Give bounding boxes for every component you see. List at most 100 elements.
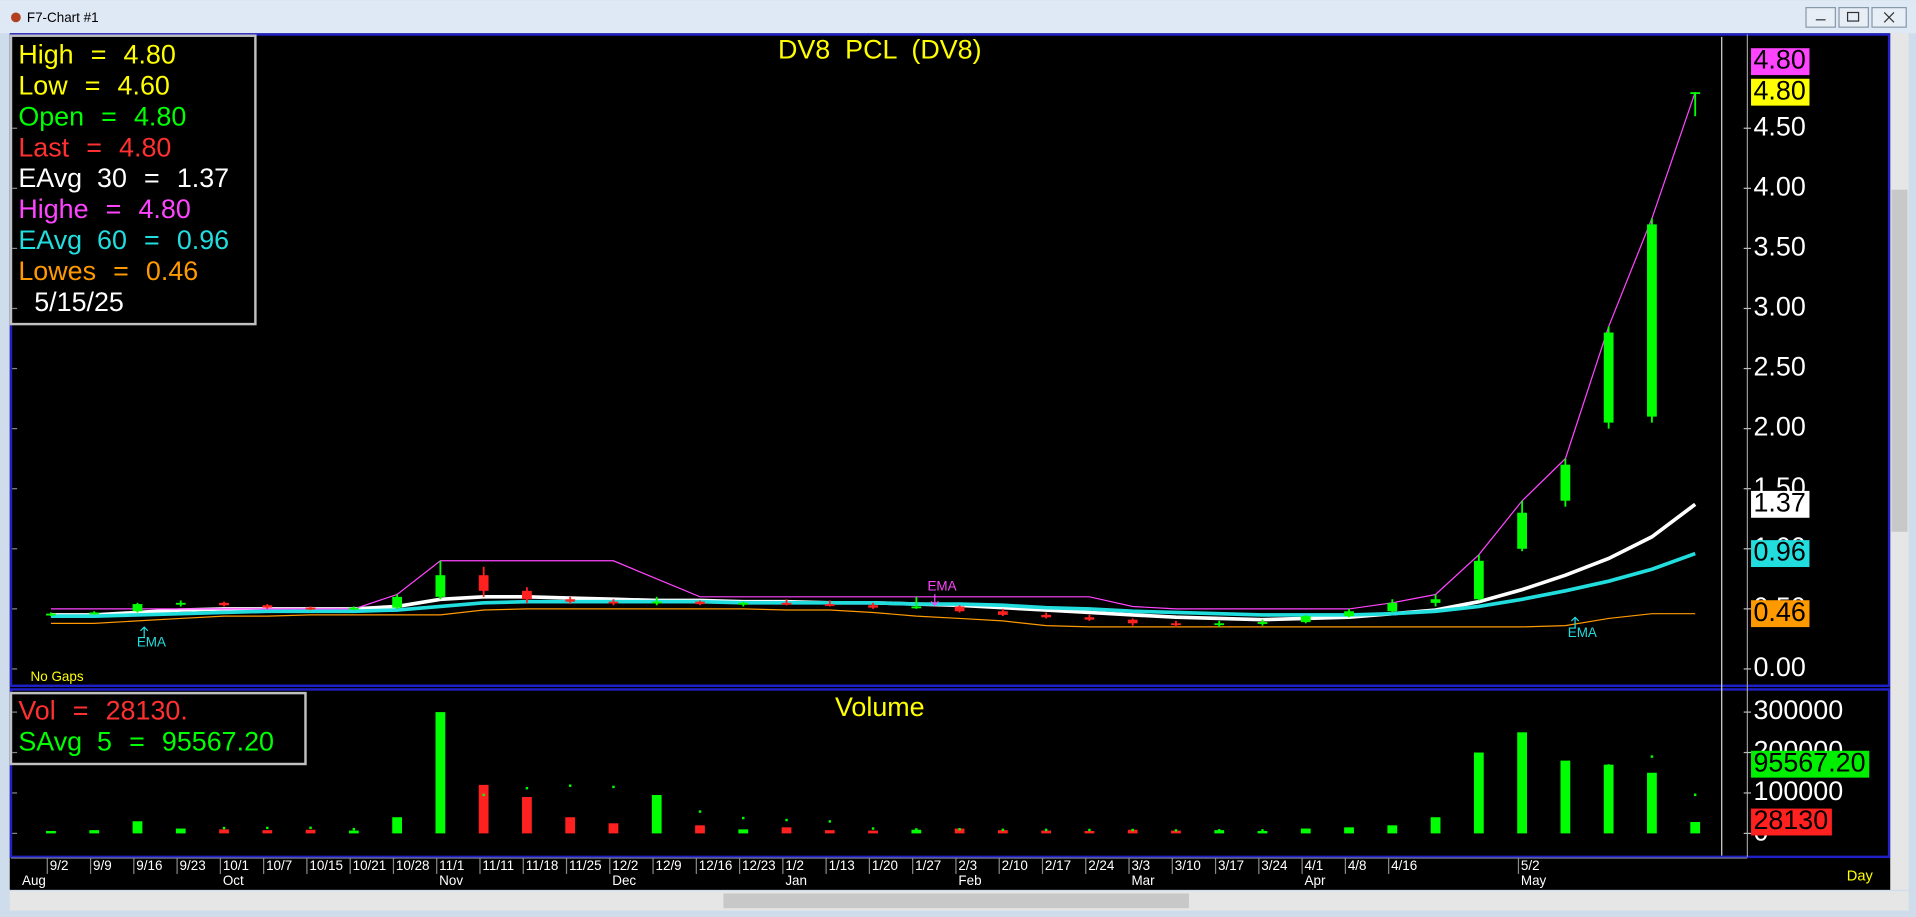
x-tick-label: 1/27 (915, 858, 941, 873)
candle-body (1690, 92, 1701, 95)
x-tick-label: 11/11 (482, 858, 514, 873)
candle-body (651, 601, 662, 604)
average-dot (1650, 755, 1654, 758)
value-badge (1751, 808, 1832, 836)
candle-body (1517, 512, 1528, 549)
window-buttons[interactable] (1805, 6, 1907, 28)
x-tick-label: 9/2 (50, 858, 69, 873)
candle-body (1387, 602, 1398, 612)
candle-body (175, 602, 186, 605)
candle-body (1257, 622, 1268, 624)
annotation-arrow (140, 626, 149, 639)
x-tick-label: 12/23 (742, 858, 776, 873)
average-dot (309, 826, 312, 830)
candle-body (565, 599, 576, 602)
x-tick-label: 3/10 (1175, 858, 1201, 873)
y-tick-label: 100000 (1753, 776, 1843, 806)
average-dot (525, 786, 529, 790)
candle-body (89, 612, 100, 615)
average-dot (266, 826, 269, 830)
average-dot (222, 826, 226, 830)
x-tick-label: 10/1 (223, 858, 249, 873)
value-badge-label: 95567.20 (1753, 747, 1865, 777)
volume-bar (911, 829, 922, 834)
annotation-arrow (930, 594, 939, 606)
readout-label: Low (18, 70, 68, 100)
value-badge (1751, 490, 1810, 518)
volume-bar (1084, 830, 1095, 834)
x-tick-label: 10/21 (353, 858, 387, 873)
x-tick-label: 3/24 (1261, 858, 1288, 873)
annotation: No Gaps (31, 669, 84, 684)
x-tick-label: 9/23 (180, 858, 206, 873)
volume-bar (1127, 829, 1138, 834)
candle-body (522, 590, 532, 600)
average-dot (395, 826, 399, 829)
candle-body (1603, 332, 1614, 423)
average-dot (915, 828, 918, 831)
volume-bar (46, 830, 56, 834)
x-tick-label: 4/8 (1348, 858, 1367, 873)
value-badge (1751, 540, 1810, 568)
readout-label: Vol (18, 696, 55, 726)
x-tick-label: 11/18 (526, 858, 559, 873)
average-dot (1564, 776, 1567, 779)
x-tick-label: 12/9 (656, 858, 682, 873)
annotation-arrow (1570, 616, 1580, 629)
candle-body (1171, 623, 1181, 626)
value-badge-label: 4.80 (1753, 45, 1805, 75)
readout-value: 95567.20 (162, 727, 274, 757)
candle-body (1300, 616, 1311, 623)
average-dot (1693, 793, 1697, 796)
average-dot (1044, 828, 1048, 832)
readout-value: 4.80 (124, 40, 176, 70)
candle-body (219, 602, 229, 606)
candle-body (738, 602, 749, 605)
readout-value: 4.60 (118, 70, 170, 100)
indicator-line (50, 608, 1696, 628)
chart-area (9, 33, 1891, 890)
volume-bar (1214, 830, 1225, 834)
y-tick-label: 3.00 (1753, 292, 1805, 322)
volume-bar (1171, 830, 1181, 834)
candle-body (997, 611, 1008, 615)
annotation: EMA (927, 578, 956, 593)
minimize-button[interactable] (1805, 6, 1836, 28)
candle-body (262, 605, 273, 608)
volume-bar (1603, 764, 1614, 834)
candle-body (1041, 614, 1052, 618)
volume-bar (435, 712, 446, 834)
maximize-button[interactable] (1838, 6, 1869, 28)
x-tick-label: 11/1 (439, 858, 464, 873)
readout-label: Open (18, 101, 84, 131)
readout-label: Last (18, 132, 69, 162)
month-label: Nov (439, 873, 463, 888)
x-tick-label: 4/1 (1305, 858, 1324, 873)
close-icon (1883, 12, 1895, 23)
readout-separator: = (85, 70, 101, 100)
candle-body (695, 601, 705, 605)
month-label: Apr (1305, 873, 1326, 888)
value-badge-label: 0.46 (1753, 597, 1805, 627)
average-dot (482, 793, 485, 797)
vertical-scroll-thumb[interactable] (1891, 189, 1908, 532)
average-dot (1477, 808, 1481, 812)
average-dot (1304, 828, 1307, 832)
horizontal-scroll-thumb[interactable] (723, 893, 1189, 909)
average-dot (1001, 828, 1005, 832)
volume-bar (1473, 752, 1484, 834)
volume-bar (1517, 732, 1528, 834)
y-tick-label: 3.50 (1753, 231, 1805, 261)
readout-separator: = (86, 132, 102, 162)
price-pane-border (9, 33, 1891, 688)
candle-body (435, 575, 446, 597)
candle-body (911, 606, 922, 609)
x-tick-label: 9/9 (93, 858, 112, 873)
volume-bar (824, 830, 835, 834)
volume-bar (478, 784, 489, 834)
readout-separator: = (129, 727, 145, 757)
average-dot (1391, 827, 1394, 830)
average-dot (828, 820, 832, 823)
candle-body (954, 606, 965, 612)
volume-bar (132, 821, 143, 834)
